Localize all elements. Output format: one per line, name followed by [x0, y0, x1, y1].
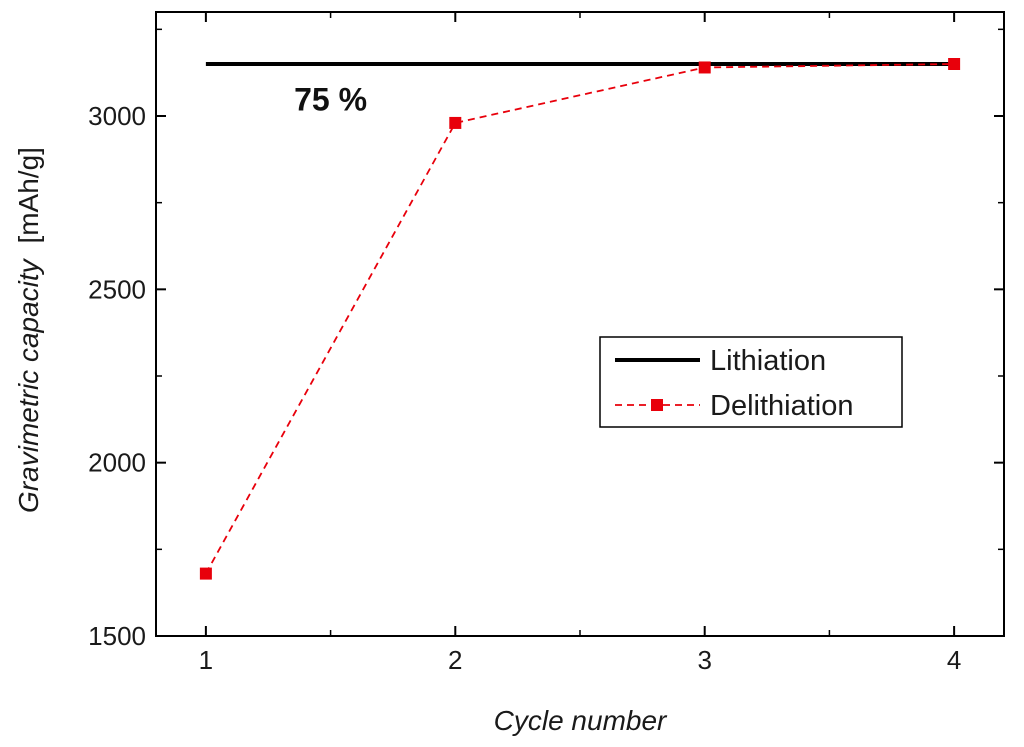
data-point-delithiation: [199, 567, 212, 580]
x-tick-label: 1: [199, 645, 213, 675]
y-axis-title-unit: [mAh/g]: [13, 147, 44, 243]
y-tick-label: 2500: [88, 274, 146, 304]
y-tick-label: 3000: [88, 101, 146, 131]
legend-delithiation-marker: [651, 399, 663, 411]
legend-delithiation-label: Delithiation: [710, 390, 853, 422]
series-line-delithiation: [205, 63, 955, 575]
x-axis-title: Cycle number: [494, 705, 668, 736]
y-tick-label: 1500: [88, 621, 146, 651]
x-tick-label: 2: [448, 645, 462, 675]
legend-lithiation-label: Lithiation: [710, 345, 826, 377]
plot-frame: [155, 11, 1005, 637]
axis-ticks: 1 2 3 4 1500 2000 2500 3000: [88, 12, 1004, 675]
legend-box: [599, 336, 903, 428]
data-point-delithiation: [449, 116, 462, 129]
x-tick-label: 3: [697, 645, 711, 675]
y-axis-title-main: Gravimetric capacity: [13, 257, 44, 513]
x-tick-label: 4: [947, 645, 961, 675]
y-tick-label: 2000: [88, 448, 146, 478]
data-point-delithiation: [698, 61, 711, 74]
y-axis-title: Gravimetric capacity [mAh/g]: [13, 147, 44, 513]
annotation-75-percent: 75 %: [294, 82, 367, 118]
legend: Lithiation Delithiation: [599, 336, 903, 428]
data-point-delithiation: [948, 58, 961, 70]
series-layer: [199, 58, 961, 580]
